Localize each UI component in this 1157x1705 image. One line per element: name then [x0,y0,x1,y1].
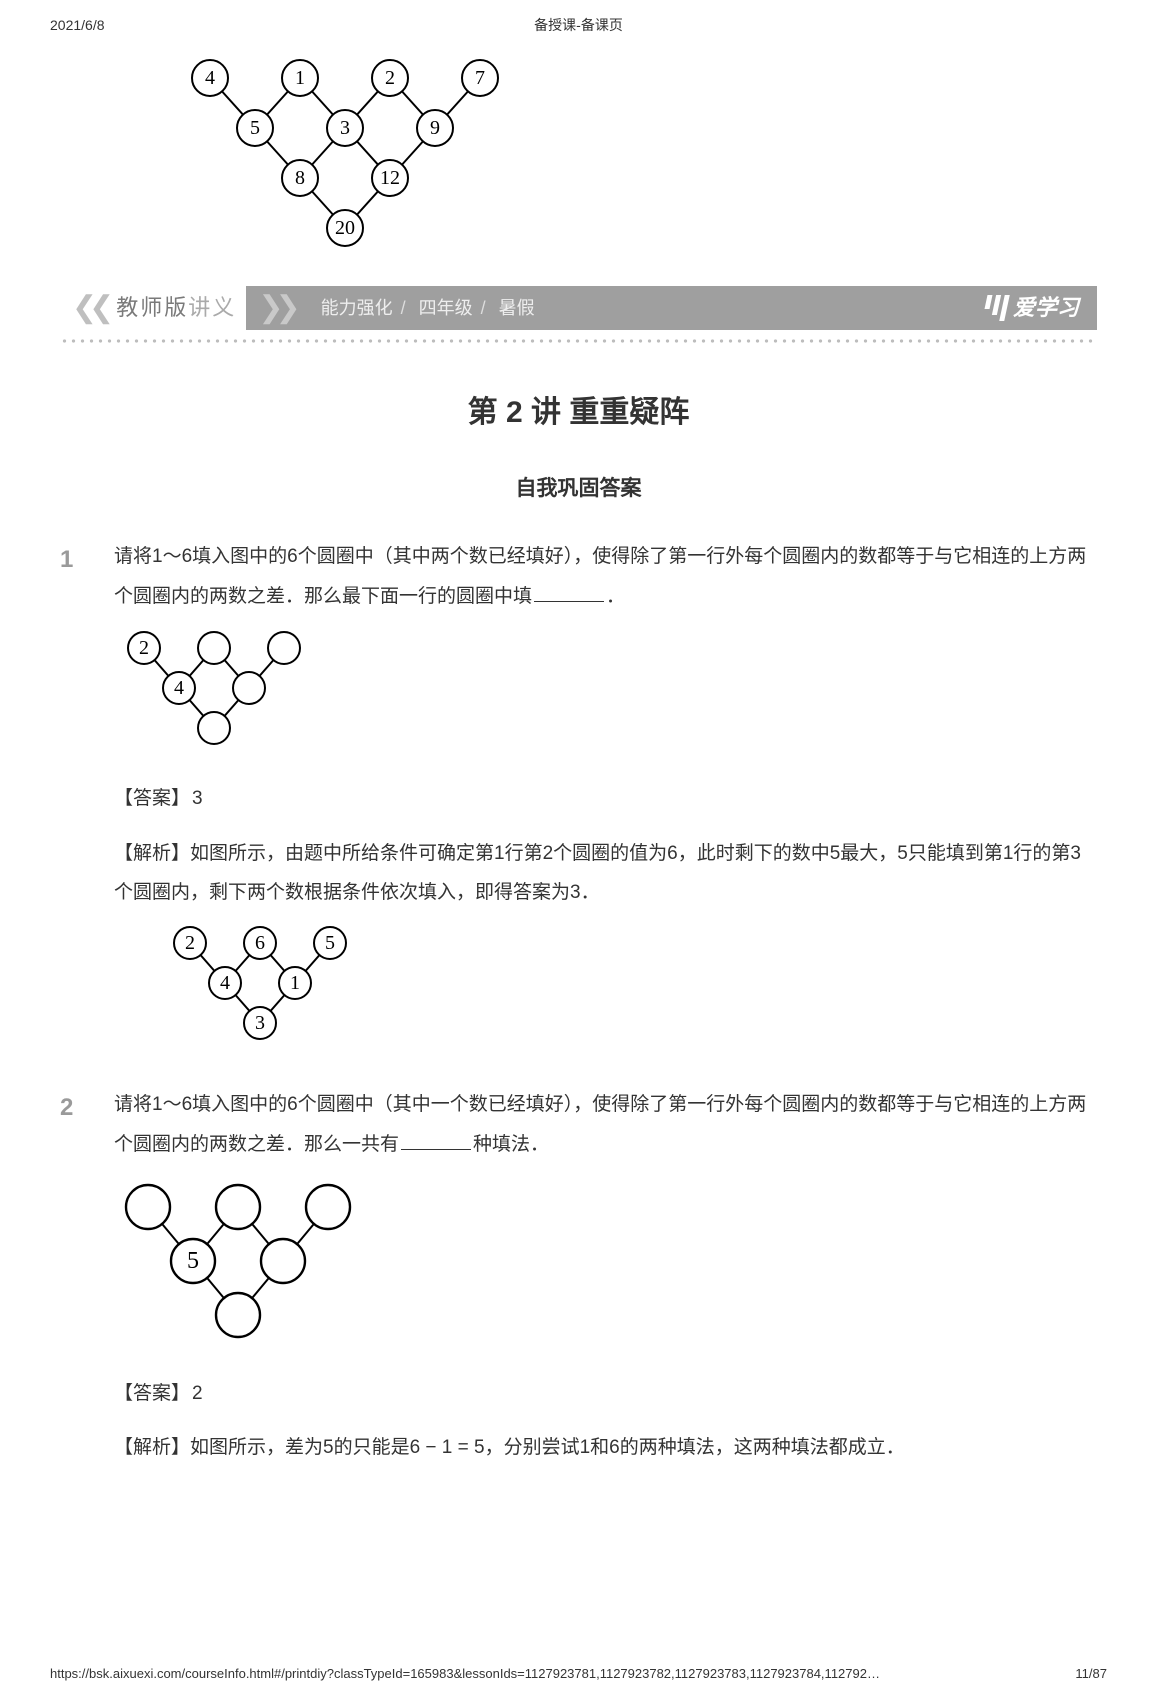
footer-url: https://bsk.aixuexi.com/courseInfo.html#… [50,1662,880,1687]
svg-text:4: 4 [205,67,215,89]
lesson-banner: ❮❮ 教师版讲义 ❯❯ 能力强化/ 四年级/ 暑假 爱学习 [60,286,1097,330]
svg-text:4: 4 [220,972,230,994]
lesson-subtitle: 自我巩固答案 [60,469,1097,509]
banner-label: 教师版讲义 [112,286,246,330]
print-header: 2021/6/8 备授课-备课页 [0,0,1157,43]
crumb-2: 暑假 [499,298,535,318]
svg-text:3: 3 [255,1012,265,1034]
problem-text: 请将1～6填入图中的6个圆圈中（其中两个数已经填好），使得除了第一行外每个圆圈内… [114,537,1097,617]
answer-label: 【答案】 [114,1383,190,1404]
analysis-text: 如图所示，差为5的只能是6 − 1 = 5，分别尝试1和6的两种填法，这两种填法… [190,1437,905,1458]
chevron-right-icon: ❯❯ [246,279,298,336]
problem-number: 1 [60,537,114,1059]
svg-text:3: 3 [340,117,350,139]
analysis-label: 【解析】 [114,1437,190,1458]
answer-line: 【答案】3 [114,781,1097,817]
divider-dots [60,338,1097,344]
chevron-left-icon: ❮❮ [60,286,112,330]
header-date: 2021/6/8 [50,12,105,39]
brand-text: 爱学习 [1013,287,1079,329]
answer-value: 2 [192,1383,203,1404]
problem-text: 请将1～6填入图中的6个圆圈中（其中一个数已经填好），使得除了第一行外每个圆圈内… [114,1085,1097,1165]
brand-bars-icon [986,295,1007,321]
footer-page: 11/87 [1075,1662,1107,1687]
svg-text:2: 2 [139,637,149,659]
problem-1: 1 请将1～6填入图中的6个圆圈中（其中两个数已经填好），使得除了第一行外每个圆… [60,537,1097,1059]
answer-value: 3 [192,788,203,809]
svg-text:2: 2 [185,932,195,954]
banner-breadcrumbs: 能力强化/ 四年级/ 暑假 [321,291,535,325]
svg-text:4: 4 [174,677,184,699]
answer-label: 【答案】 [114,788,190,809]
top-diagram: 412753981220 [170,53,1157,264]
answer-line: 【答案】2 [114,1376,1097,1412]
crumb-0: 能力强化 [321,298,393,318]
svg-text:9: 9 [430,117,440,139]
problem-1-diagram: 24 [114,626,1097,762]
banner-label-strong: 教师版 [116,287,188,329]
svg-text:20: 20 [335,217,355,239]
svg-text:1: 1 [290,972,300,994]
banner-label-thin: 讲义 [188,287,236,329]
svg-text:6: 6 [255,932,265,954]
analysis-label: 【解析】 [114,843,190,864]
header-title: 备授课-备课页 [534,12,623,39]
svg-text:12: 12 [380,167,400,189]
svg-text:5: 5 [325,932,335,954]
problem-2-diagram: 5 [114,1177,1097,1358]
svg-text:1: 1 [295,67,305,89]
svg-text:5: 5 [187,1248,199,1274]
lesson-title: 第 2 讲 重重疑阵 [60,384,1097,441]
problem-2: 2 请将1～6填入图中的6个圆圈中（其中一个数已经填好），使得除了第一行外每个圆… [60,1085,1097,1466]
analysis-line: 【解析】如图所示，由题中所给条件可确定第1行第2个圆圈的值为6，此时剩下的数中5… [114,835,1097,913]
svg-text:7: 7 [475,67,485,89]
analysis-text: 如图所示，由题中所给条件可确定第1行第2个圆圈的值为6，此时剩下的数中5最大，5… [114,843,1081,903]
svg-text:8: 8 [295,167,305,189]
problem-number: 2 [60,1085,114,1466]
analysis-line: 【解析】如图所示，差为5的只能是6 − 1 = 5，分别尝试1和6的两种填法，这… [114,1430,1097,1466]
brand-logo: 爱学习 [986,287,1097,329]
print-footer: https://bsk.aixuexi.com/courseInfo.html#… [0,1652,1157,1705]
crumb-1: 四年级 [419,298,473,318]
svg-text:5: 5 [250,117,260,139]
problem-1-solution-diagram: 2 6 5 4 1 3 [160,921,1097,1057]
content-area: 第 2 讲 重重疑阵 自我巩固答案 1 请将1～6填入图中的6个圆圈中（其中两个… [0,384,1157,1532]
svg-text:2: 2 [385,67,395,89]
